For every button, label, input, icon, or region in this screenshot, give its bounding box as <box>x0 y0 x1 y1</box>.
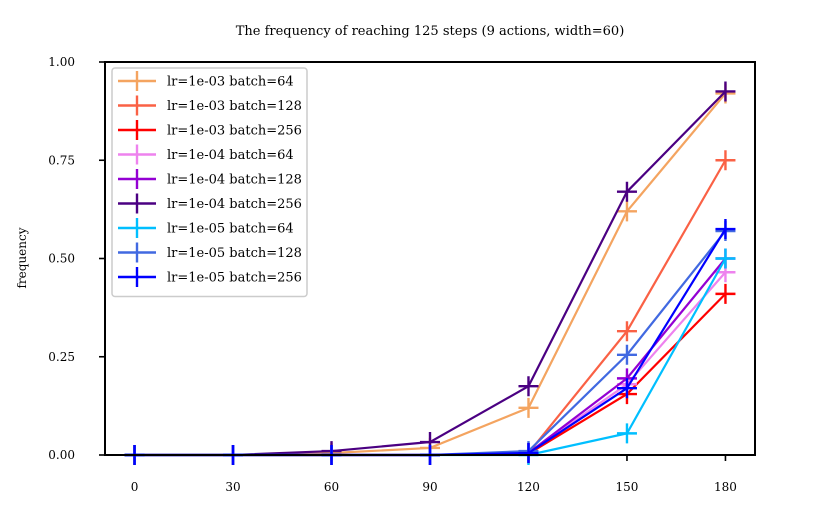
legend-entry: lr=1e-05 batch=64 <box>118 218 294 238</box>
data-point-marker <box>715 81 736 102</box>
legend-swatch <box>118 218 156 238</box>
data-point-marker <box>616 201 637 222</box>
data-point-marker <box>616 181 637 202</box>
legend-label: lr=1e-03 batch=256 <box>167 124 302 139</box>
y-tick-label: 1.00 <box>48 55 75 69</box>
y-tick-label: 0.50 <box>48 252 75 266</box>
legend-entry: lr=1e-05 batch=256 <box>118 267 302 287</box>
data-point-marker <box>616 423 637 444</box>
data-point-marker <box>715 248 736 269</box>
axis-ticks: 0 30 60 90 120 150 180 0.00 0.25 0.50 0.75 1.00 <box>48 55 737 494</box>
legend-entry: lr=1e-03 batch=256 <box>118 120 302 140</box>
data-point-marker <box>715 150 736 171</box>
legend-swatch <box>118 144 156 165</box>
data-point-marker <box>715 219 736 240</box>
legend-swatch <box>118 95 156 116</box>
x-tick-label: 180 <box>714 480 737 494</box>
data-point-marker <box>616 378 637 399</box>
legend: lr=1e-03 batch=64 lr=1e-03 batch=128 lr=1e… <box>111 67 308 298</box>
legend-entry: lr=1e-04 batch=128 <box>118 169 302 189</box>
legend-label: lr=1e-03 batch=64 <box>167 75 294 90</box>
data-point-marker <box>616 344 637 365</box>
data-point-marker <box>518 397 539 418</box>
series-line <box>134 271 727 457</box>
x-tick-label: 0 <box>131 480 139 494</box>
y-tick-label: 0.00 <box>48 448 75 462</box>
legend-swatch <box>118 71 156 91</box>
legend-label: lr=1e-04 batch=256 <box>167 197 302 212</box>
legend-swatch <box>118 242 156 263</box>
data-point-marker <box>616 321 637 342</box>
legend-label: lr=1e-03 batch=128 <box>167 99 302 114</box>
legend-entry: lr=1e-03 batch=128 <box>118 95 302 116</box>
y-tick-label: 0.25 <box>48 350 75 364</box>
legend-swatch <box>118 193 156 214</box>
x-tick-label: 150 <box>616 480 639 494</box>
data-point-marker <box>518 376 539 397</box>
legend-label: lr=1e-04 batch=64 <box>167 148 294 163</box>
legend-label: lr=1e-05 batch=128 <box>167 246 302 261</box>
legend-entry: lr=1e-05 batch=128 <box>118 242 302 263</box>
legend-swatch <box>118 169 156 189</box>
data-point-marker <box>518 443 539 464</box>
y-axis-label: frequency <box>15 227 29 288</box>
legend-entry: lr=1e-04 batch=64 <box>118 144 294 165</box>
data-point-marker <box>715 283 736 304</box>
legend-swatch <box>118 267 156 287</box>
x-tick-label: 90 <box>422 480 437 494</box>
legend-label: lr=1e-05 batch=64 <box>167 222 294 237</box>
legend-swatch <box>118 120 156 140</box>
legend-label: lr=1e-05 batch=256 <box>167 271 302 286</box>
legend-frame <box>111 67 308 298</box>
axes-frame <box>104 61 756 456</box>
y-tick-label: 0.75 <box>48 153 75 167</box>
legend-label: lr=1e-04 batch=128 <box>167 173 302 188</box>
legend-entry: lr=1e-03 batch=64 <box>118 71 294 91</box>
x-tick-label: 60 <box>324 480 339 494</box>
chart-title: The frequency of reaching 125 steps (9 a… <box>236 24 625 39</box>
legend-entry: lr=1e-04 batch=256 <box>118 193 302 214</box>
x-tick-label: 30 <box>225 480 240 494</box>
x-tick-label: 120 <box>517 480 540 494</box>
